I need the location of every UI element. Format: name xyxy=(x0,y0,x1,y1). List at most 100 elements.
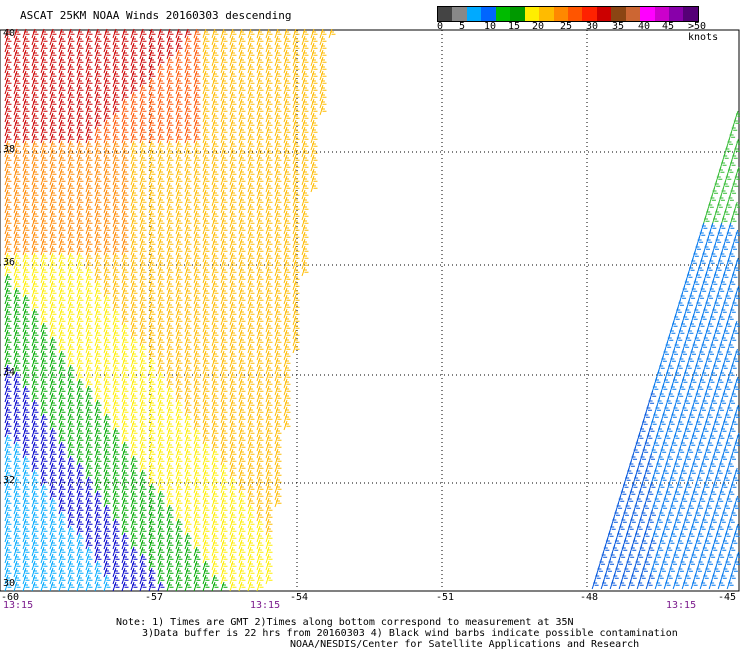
wind-barb xyxy=(292,63,300,74)
wind-barb xyxy=(139,112,147,123)
wind-barb xyxy=(22,539,30,550)
wind-barb xyxy=(283,63,291,74)
wind-barb xyxy=(58,378,66,389)
wind-barb xyxy=(265,336,273,347)
wind-barb xyxy=(283,49,291,60)
wind-barb xyxy=(274,483,282,494)
wind-barb xyxy=(139,364,147,375)
wind-barb xyxy=(193,504,201,515)
wind-barb xyxy=(301,203,309,214)
wind-barb xyxy=(238,455,246,466)
wind-barb xyxy=(22,420,30,431)
wind-barb xyxy=(265,441,273,452)
wind-barb xyxy=(301,161,309,172)
wind-barb xyxy=(202,525,210,536)
wind-barb xyxy=(58,406,66,417)
wind-barb xyxy=(247,329,255,340)
wind-barb xyxy=(274,273,282,284)
wind-barb xyxy=(175,119,183,130)
wind-barb xyxy=(220,231,228,242)
wind-barb xyxy=(85,126,93,137)
wind-barb xyxy=(94,70,102,81)
wind-barb xyxy=(229,273,237,284)
wind-barb xyxy=(256,287,264,298)
wind-barb xyxy=(211,126,219,137)
wind-barb xyxy=(202,406,210,417)
wind-barb xyxy=(67,455,75,466)
wind-barb xyxy=(22,154,30,165)
wind-barb xyxy=(103,210,111,221)
wind-barb xyxy=(157,392,165,403)
wind-barb xyxy=(184,70,192,81)
wind-barb xyxy=(175,77,183,88)
wind-barb xyxy=(139,259,147,270)
wind-barb xyxy=(274,259,282,270)
wind-barb xyxy=(274,70,282,81)
wind-barb xyxy=(40,350,48,361)
wind-barb xyxy=(319,91,327,102)
wind-barb xyxy=(103,224,111,235)
wind-barb xyxy=(184,336,192,347)
wind-barb xyxy=(148,147,156,158)
wind-barb xyxy=(193,42,201,53)
wind-barb xyxy=(49,308,57,319)
wind-barb xyxy=(166,35,174,46)
wind-barb xyxy=(67,413,75,424)
wind-barb xyxy=(202,28,210,39)
wind-barb xyxy=(130,497,138,508)
wind-barb xyxy=(40,91,48,102)
wind-barb xyxy=(157,182,165,193)
wind-barb xyxy=(202,441,210,452)
wind-barb xyxy=(67,126,75,137)
wind-barb xyxy=(211,119,219,130)
wind-barb xyxy=(112,329,120,340)
wind-barb xyxy=(175,413,183,424)
wind-barb xyxy=(256,399,264,410)
wind-barb xyxy=(130,567,138,578)
wind-barb xyxy=(202,364,210,375)
wind-barb xyxy=(247,189,255,200)
wind-barb xyxy=(13,399,21,410)
wind-barb xyxy=(22,343,30,354)
wind-barb xyxy=(310,154,318,165)
legend-swatch xyxy=(539,7,554,21)
wind-barb xyxy=(166,329,174,340)
wind-barb xyxy=(193,574,201,585)
wind-barb xyxy=(103,385,111,396)
wind-barb xyxy=(4,315,12,326)
wind-barb xyxy=(22,511,30,522)
wind-barb xyxy=(238,546,246,557)
wind-barb xyxy=(283,364,291,375)
wind-barb xyxy=(238,35,246,46)
wind-barb xyxy=(49,140,57,151)
wind-barb xyxy=(13,70,21,81)
wind-barb xyxy=(4,140,12,151)
wind-barb xyxy=(247,469,255,480)
wind-barb xyxy=(112,35,120,46)
wind-barb xyxy=(202,308,210,319)
wind-barb xyxy=(211,203,219,214)
legend-label: 0 xyxy=(437,21,444,32)
wind-barb xyxy=(4,511,12,522)
wind-barb xyxy=(283,357,291,368)
wind-barb xyxy=(49,182,57,193)
wind-barb xyxy=(166,315,174,326)
wind-barb xyxy=(265,553,273,564)
wind-barb xyxy=(247,182,255,193)
wind-barb xyxy=(193,315,201,326)
wind-barb xyxy=(76,161,84,172)
wind-barb xyxy=(94,462,102,473)
wind-barb xyxy=(76,287,84,298)
wind-barb xyxy=(130,105,138,116)
wind-barb xyxy=(166,462,174,473)
wind-barb xyxy=(85,574,93,585)
wind-barb xyxy=(49,476,57,487)
wind-barb xyxy=(58,315,66,326)
wind-barb xyxy=(85,294,93,305)
wind-barb xyxy=(49,392,57,403)
wind-barb xyxy=(121,84,129,95)
wind-barb xyxy=(283,84,291,95)
wind-barb xyxy=(121,448,129,459)
wind-barb xyxy=(85,98,93,109)
wind-barb xyxy=(58,35,66,46)
